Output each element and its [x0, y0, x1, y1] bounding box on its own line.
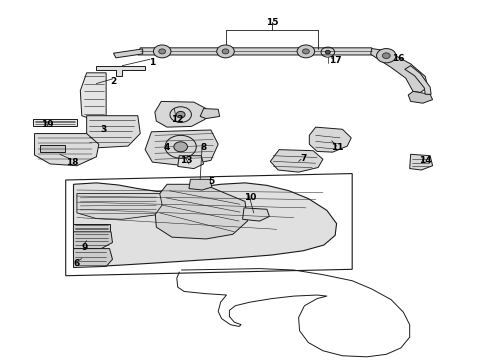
Text: 15: 15	[266, 18, 278, 27]
Circle shape	[174, 142, 188, 152]
Circle shape	[176, 111, 185, 118]
Text: 10: 10	[244, 193, 256, 202]
Circle shape	[297, 45, 315, 58]
Polygon shape	[40, 145, 65, 152]
Text: 5: 5	[208, 177, 214, 186]
Circle shape	[159, 49, 166, 54]
Text: 19: 19	[41, 120, 54, 129]
Polygon shape	[77, 194, 162, 219]
Polygon shape	[33, 119, 77, 126]
Circle shape	[302, 49, 309, 54]
Polygon shape	[371, 49, 428, 93]
Polygon shape	[80, 73, 106, 119]
Polygon shape	[243, 208, 270, 221]
Text: 17: 17	[329, 56, 342, 65]
Polygon shape	[410, 154, 433, 170]
Polygon shape	[309, 127, 351, 152]
Text: 2: 2	[110, 77, 117, 86]
Circle shape	[376, 49, 396, 63]
Polygon shape	[145, 130, 218, 166]
Text: 4: 4	[164, 143, 170, 152]
Polygon shape	[155, 102, 206, 127]
Circle shape	[222, 49, 229, 54]
Text: 13: 13	[180, 156, 193, 165]
Polygon shape	[200, 109, 220, 118]
Polygon shape	[74, 249, 113, 267]
Text: 14: 14	[419, 156, 432, 165]
Text: 7: 7	[300, 154, 307, 163]
Polygon shape	[97, 66, 145, 76]
Polygon shape	[74, 183, 337, 266]
Circle shape	[382, 53, 390, 59]
Text: 1: 1	[149, 58, 155, 67]
Text: 11: 11	[331, 143, 344, 152]
Polygon shape	[74, 224, 110, 232]
Text: 18: 18	[66, 158, 78, 167]
Text: 12: 12	[171, 115, 183, 124]
Text: 3: 3	[100, 126, 107, 135]
Text: 8: 8	[200, 143, 207, 152]
Circle shape	[325, 50, 330, 54]
Polygon shape	[189, 179, 212, 190]
Polygon shape	[74, 232, 113, 249]
Polygon shape	[270, 150, 323, 172]
Polygon shape	[405, 66, 431, 94]
Polygon shape	[34, 134, 99, 166]
Polygon shape	[87, 116, 140, 148]
Text: 6: 6	[74, 260, 80, 269]
Polygon shape	[138, 48, 376, 55]
Polygon shape	[178, 156, 203, 168]
Circle shape	[217, 45, 234, 58]
Polygon shape	[114, 49, 143, 58]
Polygon shape	[408, 91, 433, 103]
Polygon shape	[155, 184, 247, 239]
Text: 16: 16	[392, 54, 405, 63]
Circle shape	[153, 45, 171, 58]
Text: 9: 9	[81, 243, 87, 252]
